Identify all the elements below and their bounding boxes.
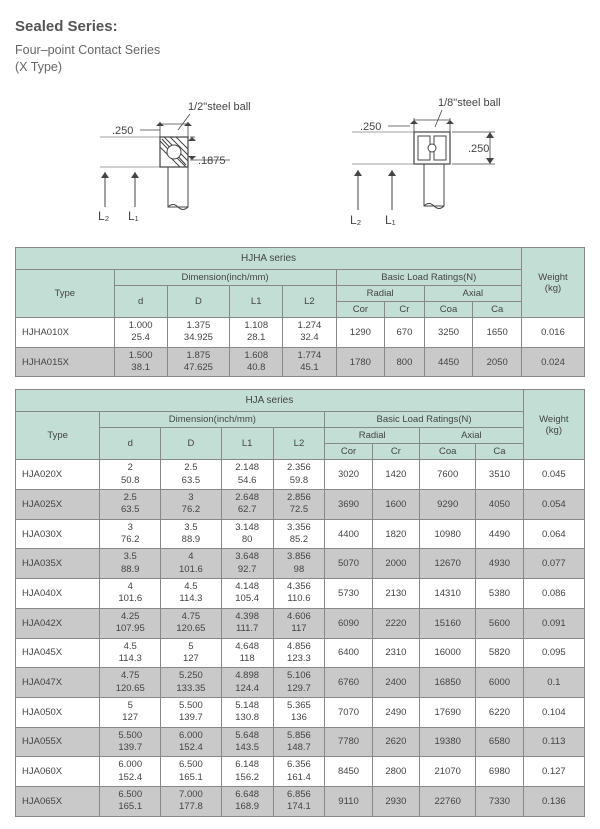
load-header: Basic Load Ratings(N): [336, 270, 521, 286]
table-row: HJHA010X1.00025.41.37534.9251.10828.11.2…: [16, 318, 585, 348]
dim-250-r1: .250: [360, 121, 381, 133]
weight-header: Weight(kg): [521, 248, 584, 318]
header: Sealed Series: Four–point Contact Series…: [0, 0, 600, 87]
weight-header: Weight(kg): [523, 390, 584, 460]
hjha-table: HJHA seriesWeight(kg) TypeDimension(inch…: [15, 247, 585, 377]
L1-label: L₁: [128, 209, 139, 223]
table-row: HJA045X4.5114.351274.6481184.856123.3640…: [16, 638, 585, 668]
diagrams-container: 1/2"steel ball .250 .1875 L₂ L₁: [0, 87, 600, 247]
L2-label: L₂: [98, 209, 110, 223]
subtitle-2: (X Type): [15, 60, 585, 74]
dim-250-r2: .250: [468, 143, 489, 155]
table-row: HJA055X5.500139.76.000152.45.648143.55.8…: [16, 727, 585, 757]
diagram-left: 1/2"steel ball .250 .1875 L₂ L₁: [70, 92, 270, 232]
type-header: Type: [16, 270, 115, 318]
table-row: HJA020X250.82.563.52.14854.62.35659.8302…: [16, 460, 585, 490]
steel-ball-label-r: 1/8"steel ball: [438, 97, 501, 109]
table-row: HJA060X6.000152.46.500165.16.148156.26.3…: [16, 757, 585, 787]
subtitle-1: Four–point Contact Series: [15, 43, 585, 57]
steel-ball-label: 1/2"steel ball: [188, 101, 251, 113]
hja-title: HJA series: [16, 390, 524, 412]
L2-label-r: L₂: [350, 213, 362, 227]
L1-label-r: L₁: [385, 213, 396, 227]
table-row: HJA040X4101.64.5114.34.148105.44.356110.…: [16, 579, 585, 609]
hjha-title: HJHA series: [16, 248, 522, 270]
dim-header: Dimension(inch/mm): [114, 270, 336, 286]
dim-1875: .1875: [198, 155, 226, 167]
table-row: HJA065X6.500165.17.000177.86.648168.96.8…: [16, 786, 585, 816]
table-row: HJA025X2.563.5376.22.64862.72.85672.5369…: [16, 490, 585, 520]
table-row: HJA035X3.588.94101.63.64892.73.856985070…: [16, 549, 585, 579]
main-title: Sealed Series:: [15, 18, 585, 35]
table-row: HJHA015X1.50038.11.87547.6251.60840.81.7…: [16, 347, 585, 377]
dim-250: .250: [112, 125, 133, 137]
diagram-right: 1/8"steel ball .250 .250 L₂ L₁: [330, 92, 530, 232]
table-row: HJA030X376.23.588.93.148803.35685.244001…: [16, 519, 585, 549]
table-row: HJA047X4.75120.655.250133.354.898124.45.…: [16, 668, 585, 698]
table-row: HJA050X51275.500139.75.148130.85.3651367…: [16, 697, 585, 727]
hja-table: HJA seriesWeight(kg) TypeDimension(inch/…: [15, 389, 585, 816]
table-row: HJA042X4.25107.954.75120.654.398111.74.6…: [16, 608, 585, 638]
